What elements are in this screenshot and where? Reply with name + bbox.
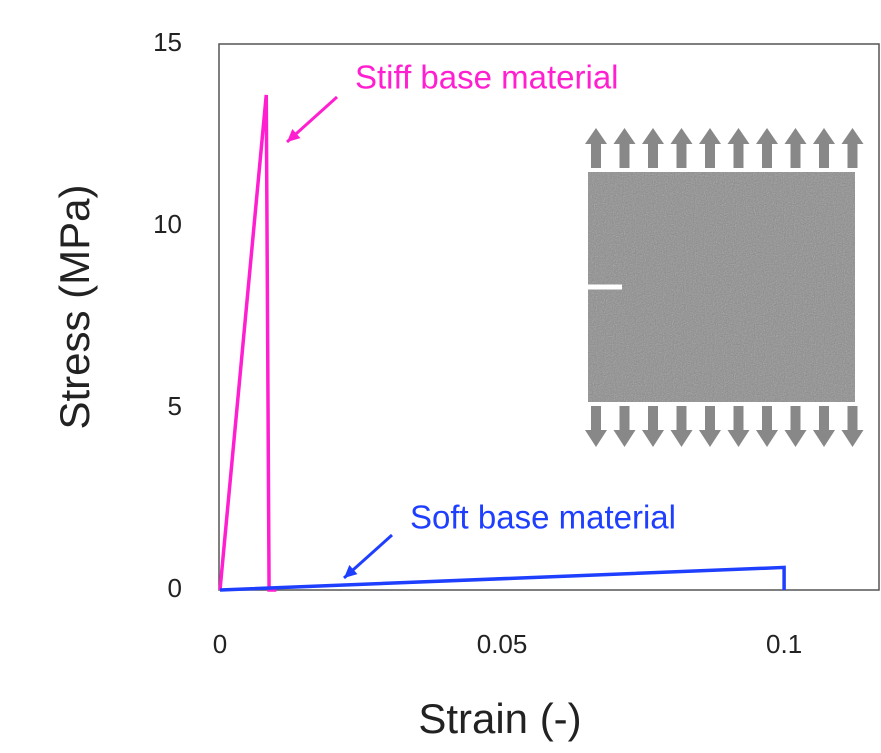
x-axis-title: Strain (-) [418, 695, 581, 742]
load-arrow [585, 406, 607, 447]
series-annotation: Soft base material [410, 499, 676, 536]
x-tick-label: 0 [213, 629, 227, 659]
x-tick-label: 0.05 [477, 629, 528, 659]
load-arrow [841, 406, 864, 447]
load-arrow [784, 128, 807, 168]
y-axis-title: Stress (MPa) [51, 184, 98, 429]
load-arrow [613, 128, 636, 168]
load-arrow [642, 406, 664, 447]
y-tick-label: 0 [168, 573, 182, 603]
specimen-inset [585, 128, 864, 447]
series-line [218, 94, 277, 592]
load-arrow [784, 406, 807, 447]
load-arrow [727, 406, 750, 447]
load-arrow [670, 128, 693, 168]
load-arrow [585, 128, 607, 168]
load-arrow [699, 128, 721, 168]
load-arrow [756, 406, 778, 447]
load-arrow [813, 406, 835, 447]
load-arrow [727, 128, 750, 168]
y-tick-label: 5 [168, 391, 182, 421]
x-tick-label: 0.1 [766, 629, 802, 659]
y-tick-label: 15 [153, 27, 182, 57]
specimen-texture [588, 172, 855, 402]
load-arrow [841, 128, 864, 168]
load-arrow [613, 406, 636, 447]
load-arrow [813, 128, 835, 168]
annotation-arrowhead [344, 565, 358, 578]
series-line [219, 565, 786, 592]
plot-frame [218, 43, 880, 591]
load-arrow [642, 128, 664, 168]
load-arrow [699, 406, 721, 447]
load-arrow [670, 406, 693, 447]
y-tick-label: 10 [153, 209, 182, 239]
annotation-arrowhead [287, 129, 301, 142]
load-arrow [756, 128, 778, 168]
series-annotation: Stiff base material [355, 59, 619, 96]
